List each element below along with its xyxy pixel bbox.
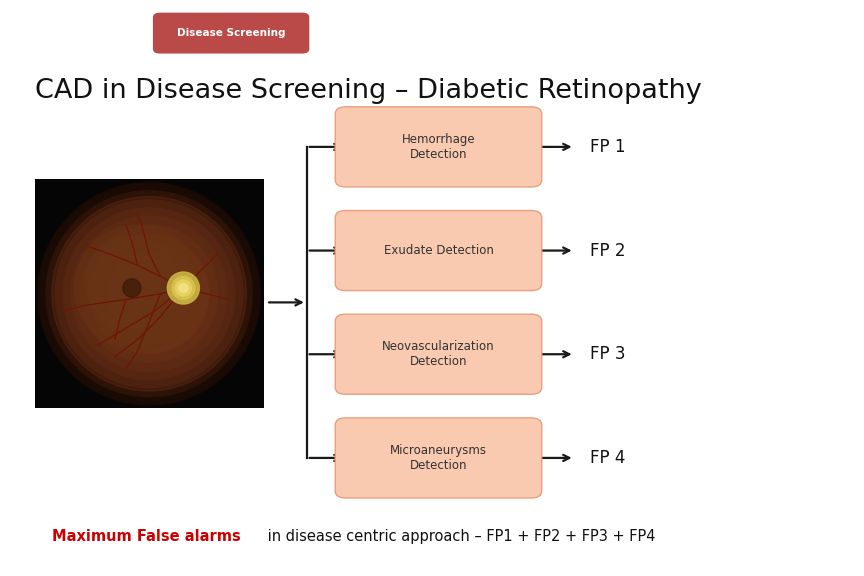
Circle shape <box>175 280 192 296</box>
Circle shape <box>80 225 218 362</box>
FancyBboxPatch shape <box>335 418 542 498</box>
Circle shape <box>98 244 200 344</box>
Text: Maximum False alarms: Maximum False alarms <box>52 529 240 544</box>
Circle shape <box>90 234 208 353</box>
Text: Exudate Detection: Exudate Detection <box>384 244 493 257</box>
Text: Disease Screening: Disease Screening <box>177 28 285 38</box>
FancyBboxPatch shape <box>335 107 542 187</box>
Circle shape <box>179 283 188 293</box>
Text: FP 4: FP 4 <box>590 449 626 467</box>
Text: Neovascularization
Detection: Neovascularization Detection <box>382 340 495 368</box>
Text: FP 2: FP 2 <box>590 241 626 260</box>
Circle shape <box>168 272 200 304</box>
Circle shape <box>71 216 227 372</box>
Circle shape <box>46 191 252 397</box>
Text: FP 1: FP 1 <box>590 138 626 156</box>
Text: Microaneurysms
Detection: Microaneurysms Detection <box>390 444 487 472</box>
Circle shape <box>172 276 194 300</box>
Text: CAD in Disease Screening – Diabetic Retinopathy: CAD in Disease Screening – Diabetic Reti… <box>35 78 702 104</box>
Circle shape <box>55 200 243 388</box>
Circle shape <box>86 237 178 328</box>
Circle shape <box>52 196 246 391</box>
Circle shape <box>38 183 260 405</box>
FancyBboxPatch shape <box>335 211 542 291</box>
Circle shape <box>108 252 190 335</box>
Text: in disease centric approach – FP1 + FP2 + FP3 + FP4: in disease centric approach – FP1 + FP2 … <box>263 529 655 544</box>
Text: Hemorrhage
Detection: Hemorrhage Detection <box>402 133 475 161</box>
FancyBboxPatch shape <box>153 13 309 54</box>
Circle shape <box>37 181 261 406</box>
FancyBboxPatch shape <box>335 314 542 394</box>
Circle shape <box>74 225 200 351</box>
Circle shape <box>123 279 141 297</box>
Circle shape <box>63 208 235 380</box>
Text: FP 3: FP 3 <box>590 345 626 363</box>
